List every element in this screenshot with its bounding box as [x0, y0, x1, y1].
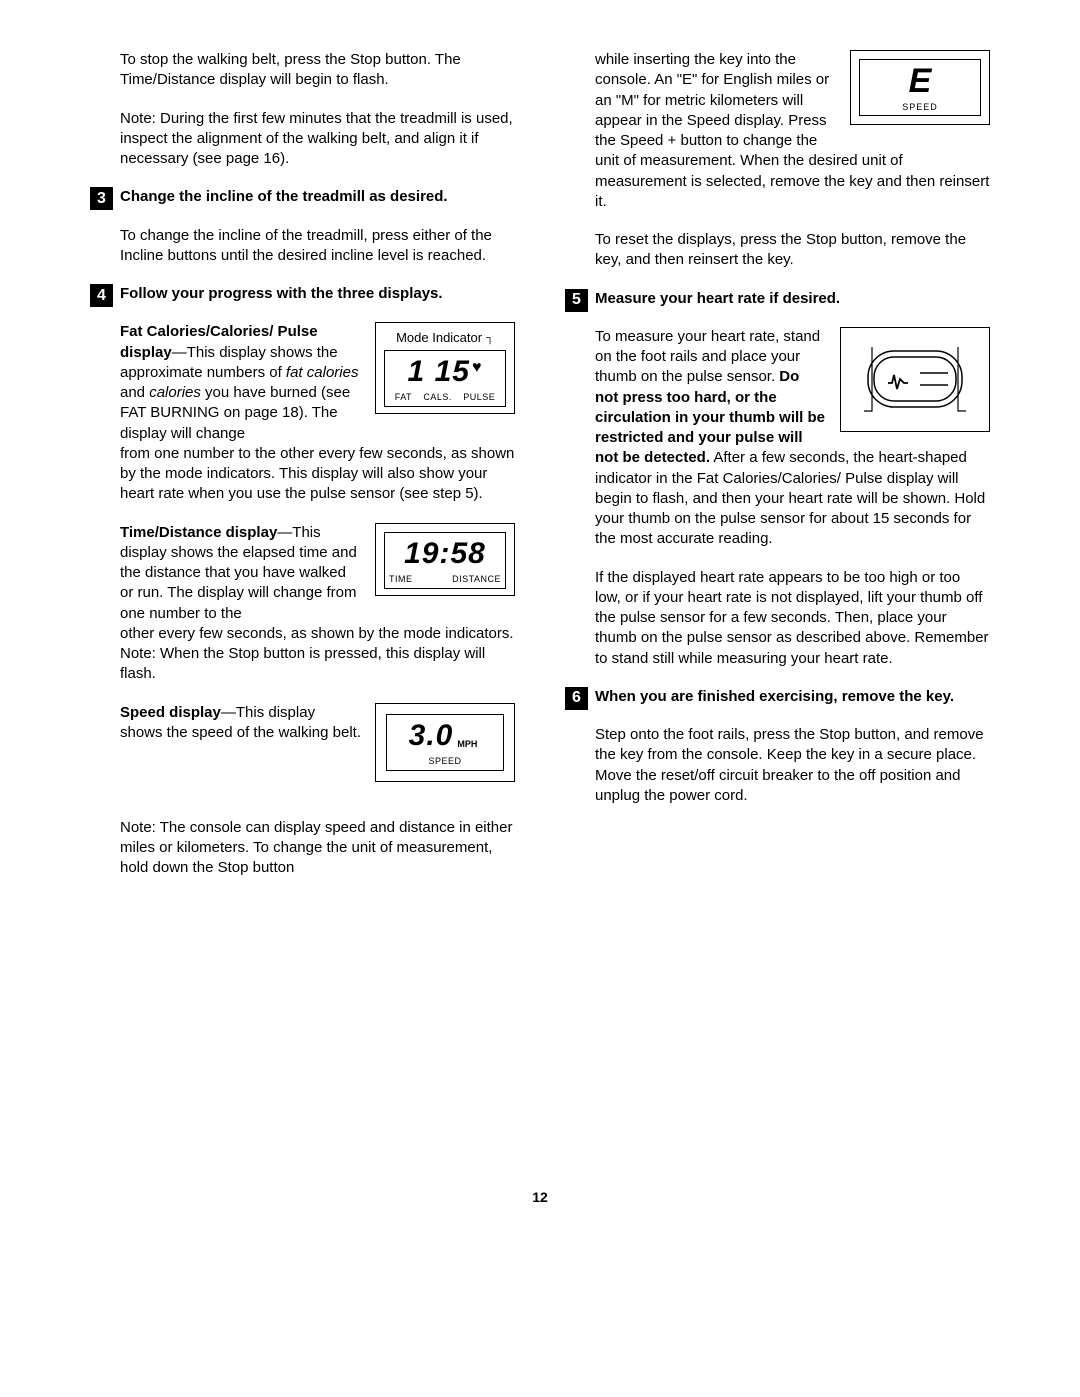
- fat-calories-block: Mode Indicator ┐ 1 15 ♥ FAT CALS. P: [120, 322, 515, 444]
- paragraph: Note: During the first few minutes that …: [120, 109, 515, 170]
- paragraph: Note: The console can display speed and …: [120, 818, 515, 879]
- step-5-header: 5 Measure your heart rate if desired.: [565, 289, 990, 309]
- speed-block: 3.0 MPH SPEED Speed display—This display…: [120, 703, 515, 788]
- two-column-layout: To stop the walking belt, press the Stop…: [90, 50, 990, 896]
- lcd-digits: 1 15 ♥: [408, 357, 483, 387]
- paragraph: unit of measurement. When the desired un…: [595, 151, 990, 212]
- step-badge: 3: [90, 187, 113, 210]
- lcd-inner: 1 15 ♥ FAT CALS. PULSE: [384, 350, 506, 407]
- step-badge: 6: [565, 687, 588, 710]
- time-distance-block: 19:58 TIME DISTANCE Time/Distance displa…: [120, 523, 515, 624]
- continuation-block: E SPEED while inserting the key into the…: [565, 50, 990, 271]
- pulse-sensor-figure: [840, 327, 990, 432]
- paragraph: Step onto the foot rails, press the Stop…: [595, 725, 990, 806]
- step-title: Measure your heart rate if desired.: [595, 290, 840, 307]
- step-4-header: 4 Follow your progress with the three di…: [90, 284, 515, 304]
- step-title: Follow your progress with the three disp…: [120, 285, 443, 302]
- lcd-inner: E SPEED: [859, 59, 981, 116]
- e-speed-figure: E SPEED: [850, 50, 990, 125]
- step-6-header: 6 When you are finished exercising, remo…: [565, 687, 990, 707]
- paragraph: To reset the displays, press the Stop bu…: [595, 230, 990, 271]
- step-3-header: 3 Change the incline of the treadmill as…: [90, 187, 515, 207]
- lcd-digits: 19:58: [404, 539, 486, 569]
- paragraph: If the displayed heart rate appears to b…: [595, 568, 990, 669]
- step-title: When you are finished exercising, remove…: [595, 688, 954, 705]
- continuation-block: To stop the walking belt, press the Stop…: [90, 50, 515, 169]
- page-number: 12: [0, 1188, 1080, 1207]
- paragraph: other every few seconds, as shown by the…: [120, 624, 515, 685]
- figure-caption: Mode Indicator ┐: [384, 329, 506, 347]
- lcd-labels: SPEED: [391, 755, 499, 767]
- mph-label: MPH: [457, 738, 481, 750]
- lcd-labels: TIME DISTANCE: [383, 573, 507, 585]
- step-title: Change the incline of the treadmill as d…: [120, 188, 448, 205]
- lcd-inner: 3.0 MPH SPEED: [386, 714, 504, 771]
- left-column: To stop the walking belt, press the Stop…: [90, 50, 515, 896]
- lcd-labels: FAT CALS. PULSE: [389, 391, 501, 403]
- right-column: E SPEED while inserting the key into the…: [565, 50, 990, 896]
- manual-page: To stop the walking belt, press the Stop…: [0, 0, 1080, 1397]
- lcd-digits: 3.0: [409, 721, 454, 751]
- paragraph: from one number to the other every few s…: [120, 444, 515, 505]
- lcd-inner: 19:58 TIME DISTANCE: [384, 532, 506, 589]
- mode-indicator-figure: Mode Indicator ┐ 1 15 ♥ FAT CALS. P: [375, 322, 515, 414]
- pulse-sensor-icon: [850, 337, 980, 422]
- time-distance-figure: 19:58 TIME DISTANCE: [375, 523, 515, 596]
- lcd-digits: E: [866, 64, 974, 98]
- step-badge: 4: [90, 284, 113, 307]
- step-4-body: Mode Indicator ┐ 1 15 ♥ FAT CALS. P: [90, 322, 515, 878]
- heart-icon: ♥: [472, 360, 483, 376]
- paragraph: To stop the walking belt, press the Stop…: [120, 50, 515, 91]
- lcd-labels: SPEED: [866, 101, 974, 113]
- step-5-body: To measure your heart rate, stand on the…: [565, 327, 990, 669]
- step-badge: 5: [565, 289, 588, 312]
- step-6-body: Step onto the foot rails, press the Stop…: [565, 725, 990, 806]
- speed-figure: 3.0 MPH SPEED: [375, 703, 515, 782]
- step-3-body: To change the incline of the treadmill, …: [90, 226, 515, 267]
- arrow-down-icon: ┐: [486, 331, 494, 346]
- paragraph: To change the incline of the treadmill, …: [120, 226, 515, 267]
